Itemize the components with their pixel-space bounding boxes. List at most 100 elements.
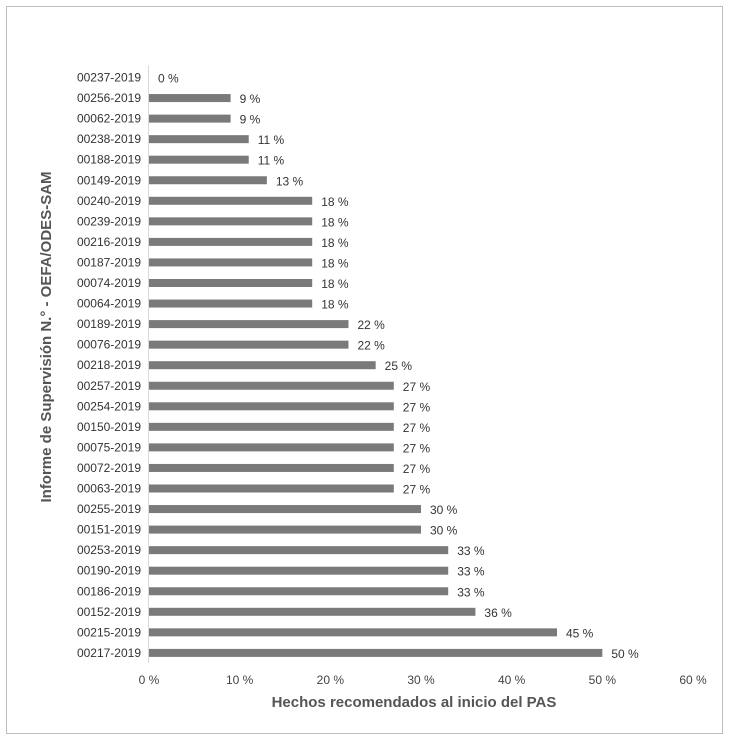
bar-00218-2019 — [149, 361, 376, 370]
category-label: 00255-2019 — [77, 502, 141, 516]
value-label: 13 % — [276, 174, 304, 188]
value-label: 27 % — [403, 380, 431, 394]
category-label: 00237-2019 — [77, 71, 141, 85]
category-label: 00215-2019 — [77, 625, 141, 639]
bar-00072-2019 — [149, 463, 394, 472]
category-label: 00188-2019 — [77, 153, 141, 167]
category-label: 00150-2019 — [77, 420, 141, 434]
value-label: 33 % — [457, 544, 485, 558]
category-label: 00187-2019 — [77, 255, 141, 269]
value-label: 27 % — [403, 441, 431, 455]
category-label: 00256-2019 — [77, 91, 141, 105]
category-label: 00238-2019 — [77, 132, 141, 146]
bar-00215-2019 — [149, 628, 557, 637]
value-label: 50 % — [611, 647, 639, 661]
x-tick-label: 20 % — [317, 673, 345, 687]
category-label: 00064-2019 — [77, 297, 141, 311]
category-label: 00152-2019 — [77, 605, 141, 619]
value-label: 18 % — [321, 236, 349, 250]
bar-00240-2019 — [149, 196, 313, 205]
value-label: 36 % — [484, 606, 512, 620]
x-tick-label: 60 % — [679, 673, 707, 687]
category-label: 00062-2019 — [77, 112, 141, 126]
value-label: 33 % — [457, 565, 485, 579]
category-label: 00063-2019 — [77, 482, 141, 496]
bar-00151-2019 — [149, 525, 421, 534]
bar-00253-2019 — [149, 546, 449, 555]
bar-00254-2019 — [149, 402, 394, 411]
x-tick-label: 0 % — [139, 673, 160, 687]
bar-00150-2019 — [149, 422, 394, 431]
value-label: 22 % — [357, 339, 385, 353]
value-label: 11 % — [258, 133, 285, 147]
bar-00217-2019 — [149, 648, 603, 657]
bar-00239-2019 — [149, 217, 313, 226]
category-label: 00217-2019 — [77, 646, 141, 660]
category-label: 00240-2019 — [77, 194, 141, 208]
bar-00063-2019 — [149, 484, 394, 493]
x-tick-label: 30 % — [407, 673, 435, 687]
value-label: 30 % — [430, 503, 458, 517]
bars-group — [149, 94, 603, 657]
value-label: 27 % — [403, 462, 431, 476]
value-label: 25 % — [385, 359, 413, 373]
value-label: 27 % — [403, 483, 431, 497]
category-label: 00253-2019 — [77, 543, 141, 557]
bar-chart: 00237-2019 00256-2019 00062-2019 00238-2019… — [38, 65, 707, 711]
category-label: 00149-2019 — [77, 173, 141, 187]
value-label: 0 % — [158, 72, 179, 86]
bar-00257-2019 — [149, 381, 394, 390]
bar-00074-2019 — [149, 279, 313, 287]
value-label: 18 % — [321, 256, 349, 270]
x-axis-title: Hechos recomendados al inicio del PAS — [272, 694, 557, 711]
category-label: 00151-2019 — [77, 523, 141, 537]
y-axis-title: Informe de Supervisión N.° - OEFA/ODES-S… — [38, 171, 55, 502]
value-label: 18 % — [321, 277, 349, 291]
category-label: 00186-2019 — [77, 584, 141, 598]
category-label: 00072-2019 — [77, 461, 141, 475]
category-label: 00190-2019 — [77, 564, 141, 578]
value-labels-group: 0 % 9 % 9 % 11 % 11 % 13 % 18 % 18 % 18 % 18 % 18 … — [158, 72, 639, 661]
value-label: 22 % — [357, 318, 385, 332]
x-tick-label: 10 % — [226, 673, 254, 687]
category-label: 00239-2019 — [77, 214, 141, 228]
bar-00190-2019 — [149, 566, 449, 575]
value-label: 27 % — [403, 400, 431, 414]
chart-frame: 00237-2019 00256-2019 00062-2019 00238-2019… — [6, 6, 723, 734]
category-label: 00257-2019 — [77, 379, 141, 393]
bar-00187-2019 — [149, 258, 313, 267]
value-label: 27 % — [403, 421, 431, 435]
bar-00238-2019 — [149, 135, 249, 144]
x-tick-label: 50 % — [589, 673, 617, 687]
value-label: 18 % — [321, 195, 349, 209]
category-label: 00216-2019 — [77, 235, 141, 249]
category-label: 00218-2019 — [77, 358, 141, 372]
bar-00216-2019 — [149, 237, 313, 246]
bar-00149-2019 — [149, 176, 267, 185]
bar-00256-2019 — [149, 94, 231, 103]
x-tick-labels-group: 0 % 10 % 20 % 30 % 40 % 50 % 60 % — [139, 673, 707, 687]
bar-00064-2019 — [149, 299, 313, 308]
value-label: 45 % — [566, 626, 594, 640]
category-label: 00074-2019 — [77, 276, 141, 290]
bar-00188-2019 — [149, 155, 249, 164]
value-label: 30 % — [430, 524, 458, 538]
bar-00075-2019 — [149, 443, 394, 452]
category-label: 00189-2019 — [77, 317, 141, 331]
category-label: 00076-2019 — [77, 338, 141, 352]
value-label: 33 % — [457, 585, 485, 599]
value-label: 11 % — [258, 154, 285, 168]
value-label: 9 % — [240, 113, 261, 127]
value-label: 18 % — [321, 215, 349, 229]
x-tick-label: 40 % — [498, 673, 526, 687]
bar-00255-2019 — [149, 505, 421, 514]
value-label: 9 % — [240, 92, 261, 106]
bar-00186-2019 — [149, 587, 449, 596]
category-labels-group: 00237-2019 00256-2019 00062-2019 00238-2019… — [77, 71, 141, 660]
bar-00152-2019 — [149, 607, 476, 616]
bar-00076-2019 — [149, 340, 349, 349]
category-label: 00075-2019 — [77, 440, 141, 454]
value-label: 18 % — [321, 298, 349, 312]
bar-00062-2019 — [149, 114, 231, 123]
category-label: 00254-2019 — [77, 399, 141, 413]
